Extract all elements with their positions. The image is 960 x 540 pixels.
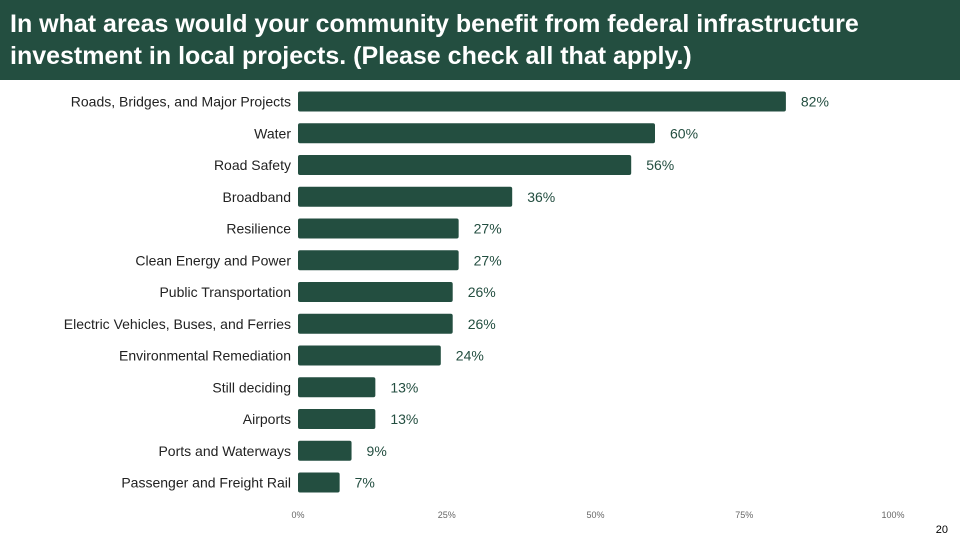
x-tick-label-75: 75% — [735, 510, 753, 520]
value-label-still-deciding: 13% — [390, 379, 418, 395]
value-label-environmental-remediation: 24% — [456, 348, 484, 364]
value-label-clean-energy-and-power: 27% — [474, 252, 502, 268]
bar-roads-bridges-and-major-projects — [298, 91, 786, 112]
bar-electric-vehicles-buses-and-ferries — [298, 313, 453, 334]
value-label-electric-vehicles-buses-and-ferries: 26% — [468, 316, 496, 332]
bar-airports — [298, 409, 376, 429]
bar-resilience — [298, 218, 459, 239]
category-label-airports: Airports — [243, 411, 291, 427]
category-label-resilience: Resilience — [226, 221, 291, 237]
bar-passenger-and-freight-rail — [298, 472, 340, 493]
bar-chart: Roads, Bridges, and Major Projects 82% Wat… — [64, 91, 905, 520]
value-label-passenger-and-freight-rail: 7% — [355, 475, 375, 491]
value-label-road-safety: 56% — [646, 157, 674, 173]
category-label-still-deciding: Still deciding — [212, 379, 291, 395]
bar-public-transportation — [298, 282, 453, 302]
value-label-ports-and-waterways: 9% — [367, 443, 387, 459]
page-number: 20 — [935, 524, 948, 536]
x-tick-label-25: 25% — [438, 510, 456, 520]
bar-ports-and-waterways — [298, 440, 352, 461]
bar-environmental-remediation — [298, 345, 441, 366]
value-label-broadband: 36% — [527, 189, 555, 205]
x-tick-label-100: 100% — [881, 510, 904, 520]
value-label-roads-bridges-and-major-projects: 82% — [801, 94, 829, 110]
category-label-environmental-remediation: Environmental Remediation — [119, 348, 291, 364]
category-label-electric-vehicles-buses-and-ferries: Electric Vehicles, Buses, and Ferries — [64, 316, 291, 332]
bar-still-deciding — [298, 377, 376, 398]
value-label-resilience: 27% — [474, 221, 502, 237]
bar-road-safety — [298, 155, 632, 175]
category-label-water: Water — [254, 125, 291, 141]
category-label-clean-energy-and-power: Clean Energy and Power — [135, 252, 291, 268]
value-label-water: 60% — [670, 125, 698, 141]
x-tick-label-50: 50% — [586, 510, 604, 520]
bar-broadband — [298, 186, 513, 207]
bar-water — [298, 123, 655, 144]
value-label-public-transportation: 26% — [468, 284, 496, 300]
category-label-ports-and-waterways: Ports and Waterways — [158, 443, 291, 459]
value-label-airports: 13% — [390, 411, 418, 427]
page-title: In what areas would your community benef… — [10, 10, 859, 70]
category-label-roads-bridges-and-major-projects: Roads, Bridges, and Major Projects — [71, 94, 291, 110]
category-label-road-safety: Road Safety — [214, 157, 291, 173]
category-label-broadband: Broadband — [222, 189, 291, 205]
category-label-public-transportation: Public Transportation — [159, 284, 291, 300]
x-tick-label-0: 0% — [291, 510, 304, 520]
bar-clean-energy-and-power — [298, 250, 459, 271]
title-bar: In what areas would your community benef… — [0, 0, 960, 80]
category-label-passenger-and-freight-rail: Passenger and Freight Rail — [121, 475, 291, 491]
